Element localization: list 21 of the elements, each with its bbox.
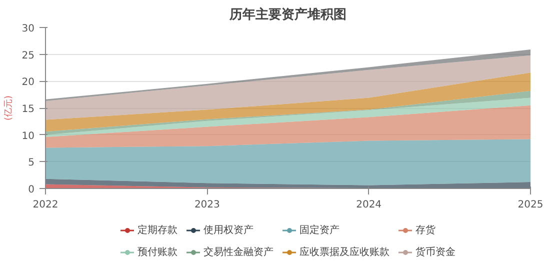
y-tick-label: 5 xyxy=(28,158,35,169)
legend-label: 使用权资产 xyxy=(204,224,254,237)
x-tick-label: 2025 xyxy=(518,200,544,210)
legend-label: 固定资产 xyxy=(300,224,340,237)
legend-label: 定期存款 xyxy=(138,224,178,237)
legend-label: 应收票据及应收账款 xyxy=(300,246,390,259)
y-axis-title: (亿元) xyxy=(2,95,14,121)
legend-label: 货币资金 xyxy=(416,246,456,259)
x-tick-label: 2023 xyxy=(194,200,220,210)
legend-label: 交易性金融资产 xyxy=(204,246,274,259)
y-tick-label: 10 xyxy=(22,130,35,142)
x-tick-label: 2024 xyxy=(356,200,382,210)
legend-label: 预付账款 xyxy=(138,246,178,259)
y-tick-label: 25 xyxy=(22,50,35,62)
y-tick-label: 0 xyxy=(28,184,35,196)
y-tick-label: 15 xyxy=(22,104,35,115)
y-tick-label: 30 xyxy=(22,24,35,34)
y-tick-label: 20 xyxy=(22,77,35,88)
legend-label: 存货 xyxy=(416,224,436,237)
chart-title: 历年主要资产堆积图 xyxy=(228,6,346,22)
x-tick-label: 2022 xyxy=(32,200,58,210)
